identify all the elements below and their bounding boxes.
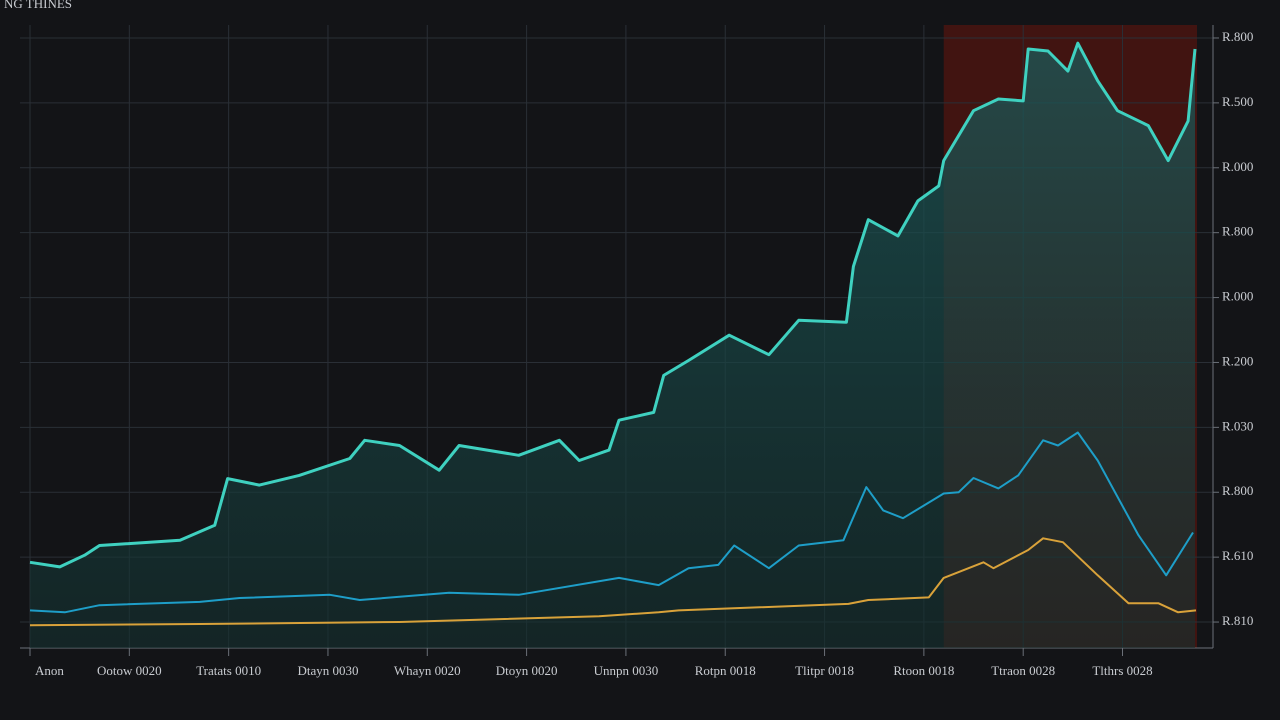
x-tick-label: Rotpn 0018 (695, 663, 756, 678)
y-tick-label: R.800 (1222, 224, 1253, 239)
line (29, 431, 1194, 614)
plot: R.810 R.610 R.800 R.030 R.200 R.000 R.800 R.000… (20, 25, 1253, 678)
line (29, 41, 1197, 569)
chart-title: NG THINES (4, 0, 72, 11)
y-tick-label: R.030 (1222, 418, 1253, 433)
y-tick-label: R.610 (1222, 548, 1253, 563)
x-tick-label: Whayn 0020 (394, 663, 461, 678)
y-tick-label: R.000 (1222, 159, 1253, 174)
area (30, 43, 1195, 648)
y-tick-label: R.800 (1222, 29, 1253, 44)
x-tick-label: Tlthrs 0028 (1092, 663, 1152, 678)
line (29, 537, 1197, 627)
y-tick-label: R.800 (1222, 483, 1253, 498)
x-tick-label: Ttraon 0028 (991, 663, 1055, 678)
x-tick-label: Dtoyn 0020 (496, 663, 558, 678)
x-tick-label: Unnpn 0030 (594, 663, 659, 678)
x-tick-label: Ootow 0020 (97, 663, 162, 678)
x-tick-label: Tratats 0010 (196, 663, 261, 678)
x-tick-label: Anon (35, 663, 64, 678)
x-tick-label: Tlitpr 0018 (795, 663, 854, 678)
y-tick-label: R.000 (1222, 289, 1253, 304)
y-tick-label: R.500 (1222, 94, 1253, 109)
x-tick-label: Dtayn 0030 (297, 663, 358, 678)
y-tick-label: R.810 (1222, 613, 1253, 628)
x-tick-label: Rtoon 0018 (893, 663, 954, 678)
y-tick-label: R.200 (1222, 353, 1253, 368)
